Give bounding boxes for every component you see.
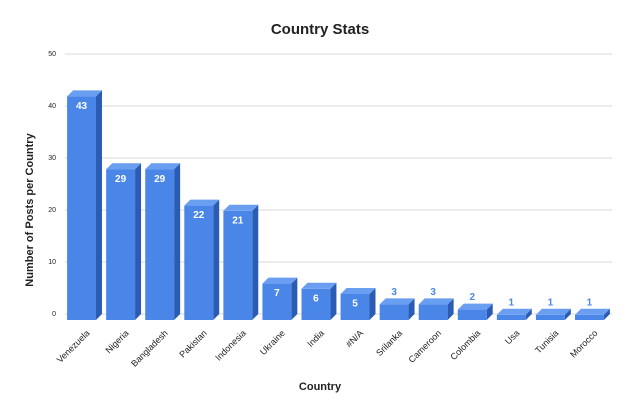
bar <box>223 210 253 320</box>
bar-top <box>184 199 220 206</box>
value-label: 6 <box>313 293 319 304</box>
bar-side <box>95 90 102 321</box>
value-label: 22 <box>193 210 205 221</box>
y-axis-label: Number of Posts per Country <box>24 132 36 286</box>
bar <box>379 304 409 320</box>
bar-top <box>301 282 337 289</box>
bar-top <box>106 163 142 170</box>
bar-top <box>340 288 376 294</box>
value-label: 29 <box>115 174 127 185</box>
bar-side <box>564 308 571 320</box>
y-tick-label: 30 <box>48 155 56 162</box>
bar-top <box>535 308 571 315</box>
chart-title: Country Stats <box>271 21 369 38</box>
y-tick-label: 0 <box>52 311 56 318</box>
value-label: 7 <box>274 288 280 299</box>
bar-top <box>457 303 493 310</box>
y-tick-label: 40 <box>48 103 56 110</box>
bar-top <box>67 90 102 97</box>
value-label: 1 <box>587 297 593 308</box>
bar-side <box>486 303 493 320</box>
bar <box>301 288 331 320</box>
value-label: 3 <box>430 287 436 298</box>
bar <box>340 294 370 320</box>
bar <box>184 205 214 320</box>
value-label: 5 <box>352 299 358 310</box>
bar-side <box>291 277 298 320</box>
bar-top <box>379 298 415 305</box>
bar <box>67 96 96 321</box>
bar-side <box>252 204 259 320</box>
bar <box>535 314 565 320</box>
bar-top <box>496 308 532 315</box>
bar-side <box>447 298 454 320</box>
bar-top <box>223 204 259 211</box>
value-label: 21 <box>232 215 244 226</box>
bar <box>145 169 175 320</box>
bar <box>496 314 526 320</box>
value-label: 29 <box>154 174 166 185</box>
value-label: 1 <box>548 297 554 308</box>
bar-top <box>418 298 454 305</box>
x-axis-label: Country <box>299 381 342 393</box>
y-tick-label: 10 <box>48 259 56 266</box>
value-label: 43 <box>76 101 88 112</box>
bar <box>418 304 448 320</box>
bar-side <box>408 298 415 320</box>
bar-top <box>145 163 181 170</box>
bar-side <box>369 288 376 320</box>
bar-side <box>330 282 337 320</box>
value-label: 2 <box>469 292 475 303</box>
bar <box>106 169 136 320</box>
bar-side <box>525 308 532 320</box>
bar-side <box>135 163 142 320</box>
y-tick-label: 50 <box>48 51 56 58</box>
bar-side <box>213 199 220 320</box>
y-tick-label: 20 <box>48 207 56 214</box>
value-label: 1 <box>509 297 515 308</box>
value-label: 3 <box>391 287 397 298</box>
bar <box>457 309 487 320</box>
bar <box>262 283 292 320</box>
bar-top <box>575 308 610 315</box>
bar-top <box>262 277 298 284</box>
bar <box>575 314 604 320</box>
bar-side <box>174 163 181 320</box>
bar-side <box>603 308 610 320</box>
